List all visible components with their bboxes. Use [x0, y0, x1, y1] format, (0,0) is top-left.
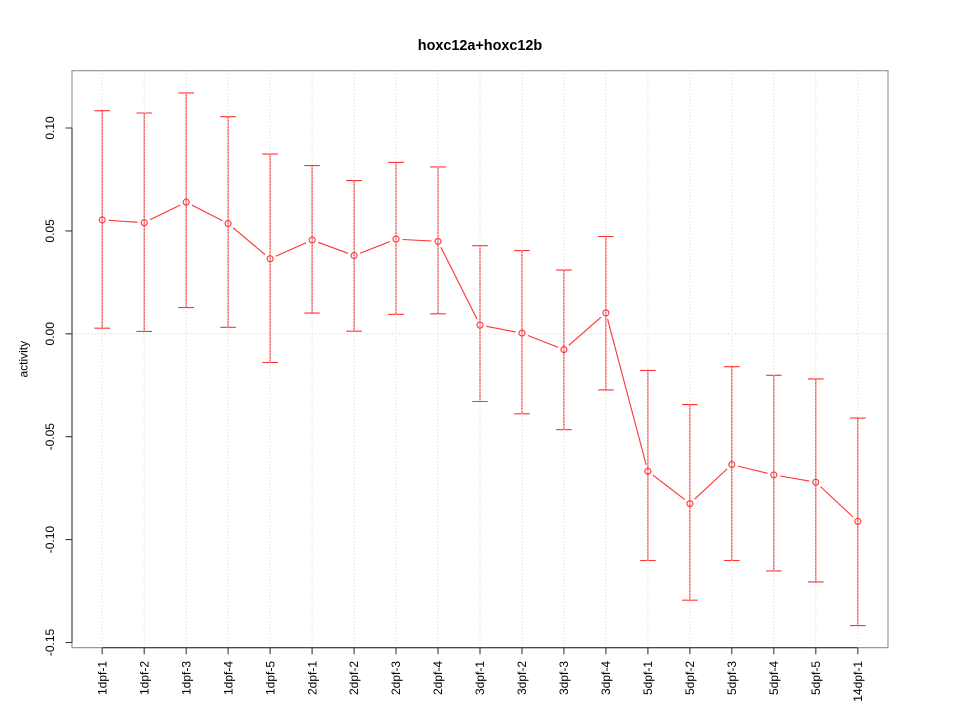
svg-text:1dpf-1: 1dpf-1: [95, 661, 109, 695]
svg-text:-0.10: -0.10: [43, 526, 57, 554]
svg-text:2dpf-3: 2dpf-3: [389, 661, 403, 695]
svg-text:0.10: 0.10: [43, 116, 57, 140]
svg-text:activity: activity: [17, 341, 31, 378]
svg-text:5dpf-2: 5dpf-2: [683, 661, 697, 695]
svg-text:3dpf-2: 3dpf-2: [515, 661, 529, 695]
svg-text:5dpf-5: 5dpf-5: [809, 661, 823, 695]
svg-text:2dpf-1: 2dpf-1: [305, 661, 319, 695]
svg-text:hoxc12a+hoxc12b: hoxc12a+hoxc12b: [418, 38, 543, 54]
svg-text:14dpf-1: 14dpf-1: [851, 661, 865, 702]
svg-text:5dpf-4: 5dpf-4: [767, 661, 781, 695]
svg-text:3dpf-1: 3dpf-1: [473, 661, 487, 695]
svg-text:5dpf-3: 5dpf-3: [725, 661, 739, 695]
svg-text:1dpf-5: 1dpf-5: [263, 661, 277, 695]
svg-text:3dpf-4: 3dpf-4: [599, 661, 613, 695]
svg-text:1dpf-2: 1dpf-2: [137, 661, 151, 695]
svg-text:3dpf-3: 3dpf-3: [557, 661, 571, 695]
svg-text:2dpf-2: 2dpf-2: [347, 661, 361, 695]
svg-text:1dpf-3: 1dpf-3: [179, 661, 193, 695]
svg-text:-0.05: -0.05: [43, 423, 57, 451]
svg-text:0.00: 0.00: [43, 322, 57, 346]
svg-text:0.05: 0.05: [43, 219, 57, 243]
svg-text:5dpf-1: 5dpf-1: [641, 661, 655, 695]
svg-text:-0.15: -0.15: [43, 629, 57, 657]
svg-text:2dpf-4: 2dpf-4: [431, 661, 445, 695]
svg-text:1dpf-4: 1dpf-4: [221, 661, 235, 695]
